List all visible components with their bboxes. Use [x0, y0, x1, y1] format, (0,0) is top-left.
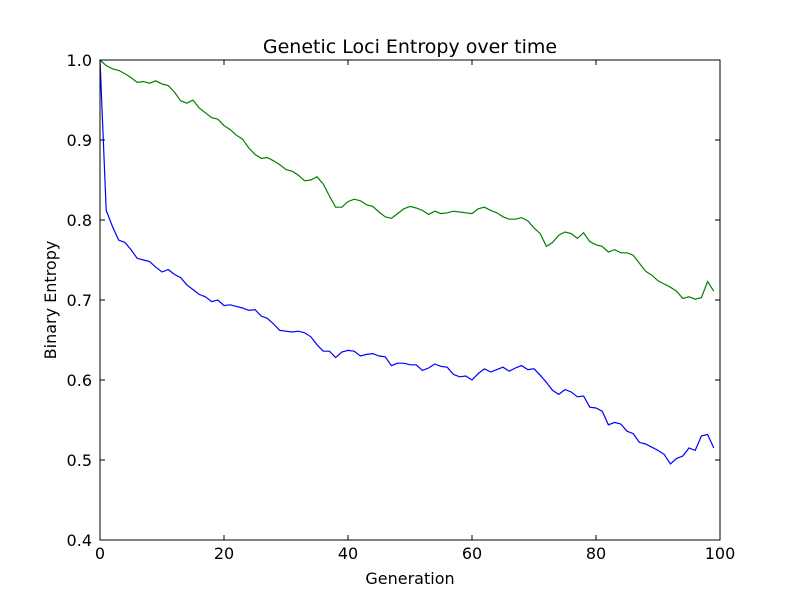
y-tick-label: 0.7 — [67, 291, 92, 310]
x-tick-label: 0 — [95, 544, 105, 563]
x-tick-label: 20 — [214, 544, 234, 563]
series-line-2 — [99, 59, 715, 465]
y-axis-ticks: 0.4 0.5 0.6 0.7 0.8 0.9 1.0 — [67, 51, 720, 550]
series-lines — [99, 59, 715, 465]
x-tick-label: 40 — [338, 544, 358, 563]
y-tick-label: 0.9 — [67, 131, 92, 150]
x-tick-label: 60 — [462, 544, 482, 563]
plot-frame — [99, 59, 721, 541]
y-tick-label: 1.0 — [67, 51, 92, 70]
x-axis-label: Generation — [365, 569, 454, 588]
series-line-1 — [99, 59, 715, 300]
y-tick-label: 0.5 — [67, 451, 92, 470]
x-axis-ticks: 0 20 40 60 80 100 — [95, 60, 735, 563]
x-tick-label: 80 — [586, 544, 606, 563]
y-tick-label: 0.6 — [67, 371, 92, 390]
x-tick-label: 100 — [705, 544, 736, 563]
y-axis-label: Binary Entropy — [41, 241, 60, 360]
chart-title: Genetic Loci Entropy over time — [263, 36, 557, 58]
y-tick-label: 0.4 — [67, 531, 92, 550]
y-tick-label: 0.8 — [67, 211, 92, 230]
